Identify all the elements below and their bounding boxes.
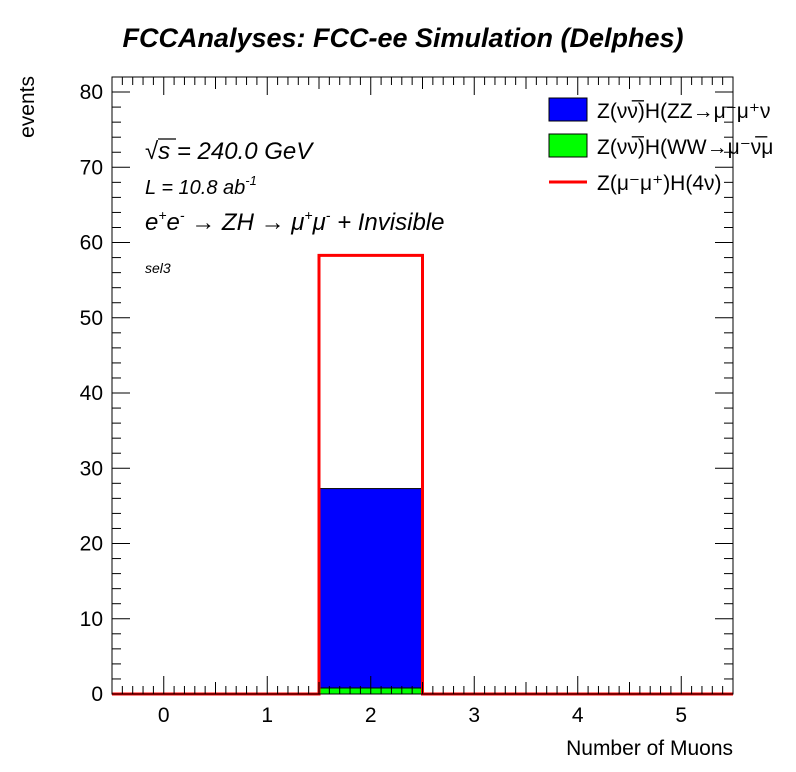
process-e: e <box>145 209 158 236</box>
selection-label: sel3 <box>145 260 171 276</box>
y-axis-label: events <box>16 76 39 138</box>
process-eminus: - <box>180 207 185 223</box>
axis-ticks <box>111 76 734 695</box>
line-series-4nu <box>112 253 733 696</box>
process-arrow: → ZH → μ <box>185 209 305 236</box>
x-tick-labels: 0 1 2 3 4 5 <box>158 704 687 727</box>
y-tick-label-10: 10 <box>80 608 103 631</box>
y-tick-label-20: 20 <box>80 533 103 556</box>
y-tick-label-80: 80 <box>80 81 103 104</box>
histogram-bars <box>318 488 423 695</box>
annotation-block: √s = 240.0 GeV L = 10.8 ab-1 e+e- → ZH →… <box>145 138 444 276</box>
x-tick-label-0: 0 <box>158 704 170 727</box>
process-end: + Invisible <box>330 209 444 236</box>
annotation-sqrt-s: √s = 240.0 GeV <box>145 138 314 165</box>
process-eplus: + <box>158 207 166 223</box>
legend-label-ww: Z(νν̅)H(WW→μ⁻ν̅μ <box>597 136 773 159</box>
y-tick-label-40: 40 <box>80 382 103 405</box>
y-tick-label-50: 50 <box>80 307 103 330</box>
annotation-lumi: L = 10.8 ab-1 <box>145 173 257 199</box>
process-muplus: + <box>304 207 312 223</box>
annotation-process: e+e- → ZH → μ+μ- + Invisible <box>145 207 444 236</box>
process-muminus: - <box>326 207 331 223</box>
y-tick-label-70: 70 <box>80 156 103 179</box>
x-tick-label-1: 1 <box>261 704 273 727</box>
y-tick-label-30: 30 <box>80 457 103 480</box>
x-tick-label-3: 3 <box>468 704 480 727</box>
histogram-line-series <box>112 253 733 696</box>
x-tick-label-5: 5 <box>675 704 687 727</box>
energy-label: = 240.0 GeV <box>170 138 314 165</box>
y-tick-labels: 0 10 20 30 40 50 60 70 80 <box>80 81 103 706</box>
y-tick-label-60: 60 <box>80 232 103 255</box>
legend: Z(νν̅)H(ZZ→μ⁻μ⁺ν Z(νν̅)H(WW→μ⁻ν̅μ Z(μ⁻μ⁺… <box>548 97 773 195</box>
lumi-label: L = 10.8 ab <box>145 177 245 199</box>
sqrt-s-label: s <box>158 138 170 165</box>
x-tick-label-2: 2 <box>365 704 377 727</box>
legend-swatch-zz <box>548 97 588 122</box>
legend-label-zz: Z(νν̅)H(ZZ→μ⁻μ⁺ν <box>597 100 771 123</box>
lumi-exponent: -1 <box>245 173 257 188</box>
y-tick-label-0: 0 <box>91 683 103 706</box>
legend-swatch-ww <box>548 133 588 158</box>
sqrt-symbol: √ <box>145 138 159 165</box>
legend-label-4nu: Z(μ⁻μ⁺)H(4ν) <box>597 172 722 195</box>
bar-zz-bin-2 <box>318 488 423 689</box>
x-tick-label-4: 4 <box>572 704 584 727</box>
process-mid: e <box>167 209 180 236</box>
x-axis-label: Number of Muons <box>566 737 733 760</box>
chart-title: FCCAnalyses: FCC-ee Simulation (Delphes) <box>122 23 683 53</box>
process-mu: μ <box>312 209 326 236</box>
